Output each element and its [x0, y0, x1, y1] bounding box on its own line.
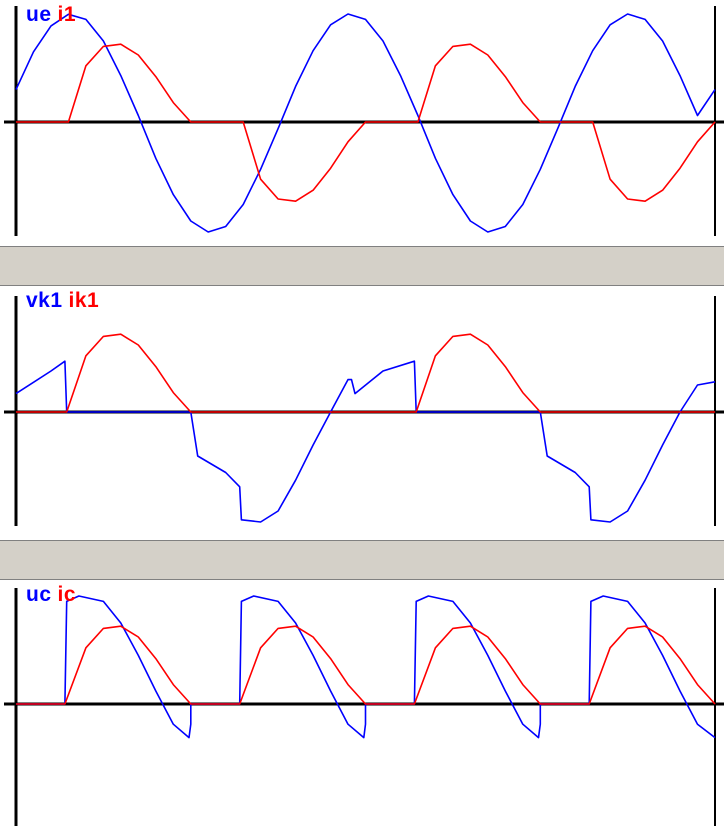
panel-splitter-1[interactable]	[0, 246, 724, 286]
series-line-ik1	[16, 333, 715, 413]
chart-panel-3: uc ic	[0, 580, 724, 826]
chart-panel-1: ue i1	[0, 0, 724, 246]
series-line-ic	[16, 625, 716, 705]
chart-plot-3	[4, 588, 724, 826]
legend-entry-uc: uc	[26, 583, 52, 606]
legend-entry-ik1: ik1	[68, 289, 100, 312]
legend-entry-ic: ic	[57, 583, 77, 606]
chart-legend-1: ue i1	[26, 4, 82, 26]
series-line-i1	[16, 43, 716, 202]
legend-entry-ue: ue	[26, 3, 52, 26]
panel-splitter-2[interactable]	[0, 540, 724, 580]
legend-entry-i1: i1	[57, 3, 77, 26]
chart-legend-2: vk1 ik1	[26, 290, 105, 312]
chart-plot-2	[4, 296, 724, 526]
chart-panel-2: vk1 ik1	[0, 286, 724, 540]
chart-plot-1	[4, 6, 724, 236]
series-line-ue	[15, 13, 716, 233]
series-line-vk1	[15, 360, 716, 523]
legend-entry-vk1: vk1	[26, 289, 63, 312]
chart-legend-3: uc ic	[26, 584, 82, 606]
series-line-uc	[16, 595, 716, 739]
